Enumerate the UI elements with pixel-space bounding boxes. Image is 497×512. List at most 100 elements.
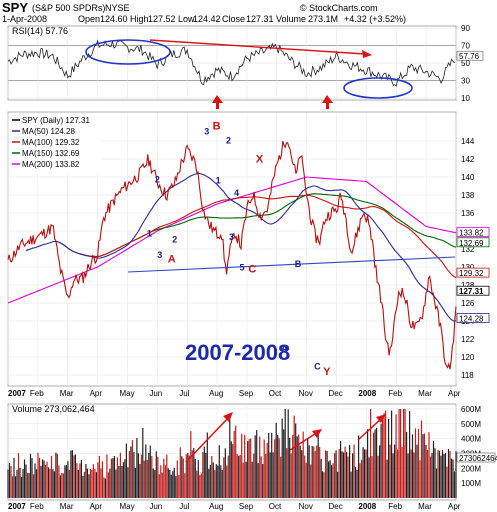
volume-bar	[44, 464, 47, 498]
volume-value: 273.1M	[308, 14, 338, 24]
volume-tick-label: 600M	[461, 405, 481, 414]
volume-bar	[434, 448, 436, 498]
volume-bar	[167, 468, 169, 498]
rsi-value-badge-text: 57.76	[459, 52, 480, 61]
volume-arrow-1-head	[223, 412, 233, 422]
volume-bar	[146, 459, 148, 498]
rsi-ticks: 10 30 50 70 90	[461, 24, 470, 103]
volume-bar	[374, 429, 376, 498]
volume-bar	[364, 449, 366, 498]
volume-bar	[284, 409, 286, 498]
volume-bar	[223, 457, 225, 498]
volume-bar	[416, 444, 418, 498]
volume-bar	[263, 439, 265, 498]
volume-bar	[438, 450, 441, 498]
volume-bar	[259, 436, 261, 498]
volume-bar	[253, 453, 255, 498]
volume-bar	[49, 468, 51, 498]
volume-bar	[91, 469, 93, 498]
volume-legend: Volume 273,062,464	[12, 404, 95, 414]
volume-bar	[383, 413, 385, 498]
volume-bar	[136, 438, 138, 498]
volume-bar	[113, 456, 115, 498]
volume-bar	[208, 468, 210, 498]
wave-label: 2	[155, 174, 160, 184]
volume-bar	[46, 461, 48, 498]
volume-bar	[179, 447, 181, 498]
volume-bar	[359, 463, 361, 498]
volume-bar	[272, 452, 274, 498]
volume-bar	[407, 453, 409, 498]
volume-bar	[215, 464, 217, 498]
volume-bar	[134, 468, 136, 498]
volume-bar	[19, 467, 21, 498]
volume-month-tick-label: 2008	[358, 502, 376, 511]
volume-bar	[211, 456, 213, 498]
month-tick-label: Sep	[239, 389, 254, 398]
volume-bar	[440, 455, 442, 498]
price-ticks: 1181201221241261281301321341361381401421…	[461, 137, 475, 380]
volume-bar	[47, 467, 50, 498]
volume-bar	[145, 444, 147, 498]
month-tick-label: Dec	[329, 389, 343, 398]
price-tick-label: 118	[461, 371, 474, 380]
price-tick-label: 126	[461, 299, 475, 308]
volume-bar	[239, 455, 241, 498]
volume-bar	[173, 467, 175, 498]
month-tick-label: Oct	[269, 389, 282, 398]
volume-bar	[116, 457, 118, 498]
volume-bar	[316, 445, 318, 498]
volume-bar	[227, 455, 229, 498]
legend-entry: SPY (Daily) 127.31	[22, 116, 90, 125]
volume-bar	[154, 470, 156, 498]
volume-bar	[157, 456, 159, 498]
volume-bar	[202, 452, 204, 498]
volume-bar	[155, 451, 157, 498]
month-tick-label: 2007	[8, 389, 26, 398]
wave-label: Y	[323, 366, 331, 378]
volume-bar	[332, 463, 334, 498]
price-tick-label: 122	[461, 335, 475, 344]
price-badge	[456, 313, 490, 323]
volume-bar	[392, 453, 394, 498]
volume-bar	[220, 465, 222, 498]
wave-label: C	[314, 362, 321, 372]
volume-bar	[35, 469, 38, 498]
volume-bar	[362, 447, 364, 498]
price-badge-text: 124.28	[459, 314, 484, 323]
volume-bar	[185, 454, 187, 498]
volume-bar	[194, 459, 196, 498]
volume-bar	[89, 469, 91, 498]
quote-line: Open 124.60 High 127.52 Low 124.42 Close…	[78, 14, 406, 24]
volume-bar	[350, 471, 352, 498]
volume-bar	[229, 419, 231, 498]
close-value: 127.31	[246, 14, 274, 24]
volume-bar	[50, 456, 53, 498]
month-tick-label: Feb	[30, 389, 44, 398]
wave-label: 2	[172, 235, 177, 245]
rsi-high-ellipse	[85, 39, 171, 65]
volume-bar	[296, 436, 298, 498]
volume-bar	[226, 465, 228, 498]
price-tick-label: 136	[461, 209, 475, 218]
wave-label: 1	[147, 228, 152, 238]
price-tick-label: 142	[461, 155, 475, 164]
volume-bar	[308, 445, 310, 498]
volume-bar	[58, 465, 60, 498]
credit: © StockCharts.com	[300, 3, 378, 13]
volume-bar	[254, 435, 256, 498]
volume-month-tick-label: Feb	[388, 502, 402, 511]
volume-bar	[420, 420, 423, 498]
volume-bar	[122, 462, 124, 498]
wave-label: B	[295, 259, 302, 269]
volume-bar	[443, 454, 445, 498]
volume-month-tick-label: Jun	[149, 502, 162, 511]
volume-bar	[417, 429, 420, 498]
volume-bar	[23, 459, 26, 498]
volume-legend-bg	[9, 405, 121, 414]
volume-bar	[299, 445, 301, 498]
volume-bar	[20, 477, 23, 498]
volume-bar	[26, 472, 29, 498]
